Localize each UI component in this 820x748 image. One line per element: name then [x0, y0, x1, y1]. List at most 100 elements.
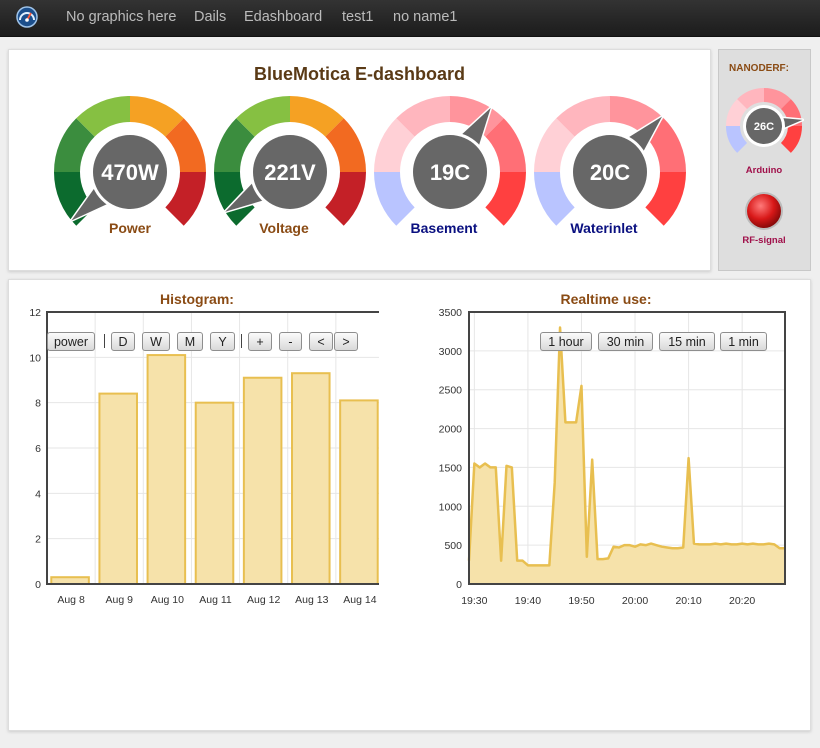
histogram-bar: [242, 376, 283, 585]
arduino-gauge: 26C: [726, 88, 805, 153]
histogram-day-button[interactable]: D: [111, 332, 135, 351]
gauge-hub: [573, 135, 647, 209]
arduino-label: Arduino: [745, 165, 783, 176]
top-navbar: No graphics here Dails Edashboard test1 …: [0, 0, 820, 37]
gauge-band: [534, 172, 575, 226]
y-tick-label: 0: [456, 579, 462, 591]
y-tick-label: 4: [35, 488, 41, 500]
gauge-band: [325, 172, 366, 226]
voltage-gauge: 221V: [214, 96, 366, 226]
x-tick-label: 20:10: [675, 595, 701, 607]
plot-frame: [468, 311, 786, 585]
gauge-band: [726, 99, 748, 126]
gauge-band: [396, 96, 450, 137]
histogram-bar: [339, 399, 379, 586]
gauge-band: [534, 118, 575, 172]
gauge-band: [764, 88, 791, 110]
histogram-bar: [50, 576, 90, 586]
realtime-30-min-button[interactable]: 30 min: [598, 332, 653, 351]
plot-area: [469, 312, 785, 584]
gauge-band: [165, 172, 206, 226]
histogram-bar: [98, 392, 138, 585]
x-tick-label: 19:30: [461, 595, 487, 607]
realtime-1-hour-button[interactable]: 1 hour: [540, 332, 592, 351]
nanoderf-title: NANODERF:: [729, 63, 789, 74]
nav-item-test1[interactable]: test1: [342, 9, 374, 25]
x-tick-label: 20:00: [622, 595, 648, 607]
gauge-value: 20C: [590, 160, 630, 185]
y-tick-label: 2500: [439, 385, 463, 397]
x-tick-label: Aug 10: [151, 594, 184, 606]
y-tick-label: 10: [29, 352, 41, 364]
y-tick-label: 3000: [439, 346, 463, 358]
rf-signal-label: RF-signal: [742, 235, 786, 246]
realtime-title: Realtime use:: [560, 291, 652, 307]
x-tick-label: Aug 12: [247, 594, 280, 606]
x-tick-label: Aug 14: [343, 594, 376, 606]
histogram-bar: [146, 354, 187, 585]
gauge-band: [165, 118, 206, 172]
x-tick-label: Aug 9: [105, 594, 133, 606]
gauge-band: [556, 96, 610, 137]
toolbar-separator: [241, 334, 242, 348]
y-tick-label: 12: [29, 307, 41, 319]
gauge-hub: [746, 108, 782, 144]
histogram-month-button[interactable]: M: [177, 332, 203, 351]
gauge-band: [290, 96, 344, 137]
y-tick-label: 1500: [439, 462, 463, 474]
dashboard-title: BlueMotica E-dashboard: [253, 64, 466, 84]
histogram-week-button[interactable]: W: [142, 332, 170, 351]
nav-item-dails[interactable]: Dails: [194, 9, 227, 25]
nav-item-no-name1[interactable]: no name1: [393, 9, 458, 25]
x-tick-label: 20:20: [729, 595, 755, 607]
nav-item-edashboard[interactable]: Edashboard: [244, 9, 323, 25]
histogram-year-button[interactable]: Y: [210, 332, 235, 351]
voltage-gauge-label: Voltage: [259, 220, 309, 236]
histogram-chart: 0 2 4 6 8 10 12 Aug 8 Aug 9 Aug 10 Aug 11 Aug 12 Aug…: [29, 307, 379, 606]
x-tick-label: Aug 11: [199, 594, 232, 606]
gauge-value: 470W: [101, 160, 159, 185]
gauge-band: [645, 172, 686, 226]
histogram-power-button[interactable]: power: [47, 332, 95, 351]
histogram-next-button[interactable]: >: [334, 332, 358, 351]
basement-gauge-label: Basement: [410, 220, 478, 236]
plot-frame: [46, 311, 379, 585]
y-tick-label: 500: [444, 540, 462, 552]
gauge-hub: [253, 135, 327, 209]
y-tick-label: 1000: [439, 501, 463, 513]
gauge-band: [76, 96, 130, 137]
gauge-panel: BlueMotica E-dashboard 470W 221V 19C 20C…: [8, 49, 711, 271]
histogram-zoom-out-button[interactable]: -: [279, 332, 302, 351]
nav-item-no-graphics[interactable]: No graphics here: [66, 9, 177, 25]
gauge-band: [236, 96, 290, 137]
x-tick-label: Aug 8: [57, 594, 85, 606]
realtime-line: [467, 326, 785, 567]
x-tick-label: Aug 13: [295, 594, 328, 606]
gauge-band: [780, 126, 802, 153]
y-tick-label: 6: [35, 443, 41, 455]
rf-signal-led-icon: [745, 192, 783, 230]
y-tick-label: 8: [35, 398, 41, 410]
charts-panel: Histogram: 0 2 4 6 8 10 12 Aug 8 Aug 9 Aug 10 Aug …: [8, 279, 811, 731]
gauge-hub: [413, 135, 487, 209]
gauge-value: 221V: [264, 160, 316, 185]
gauge-band: [130, 96, 184, 137]
toolbar-separator: [104, 334, 105, 348]
y-tick-label: 2000: [439, 424, 463, 436]
histogram-zoom-in-button[interactable]: +: [248, 332, 272, 351]
realtime-1-min-button[interactable]: 1 min: [720, 332, 767, 351]
x-tick-label: 19:50: [568, 595, 594, 607]
basement-gauge: 19C: [374, 96, 526, 226]
y-tick-label: 3500: [439, 307, 463, 319]
y-tick-label: 0: [35, 579, 41, 591]
gauge-band: [214, 172, 255, 226]
gauge-band: [485, 118, 526, 172]
power-gauge-label: Power: [108, 220, 151, 236]
histogram-previous-button[interactable]: <: [309, 332, 333, 351]
histogram-title: Histogram:: [160, 291, 234, 307]
dashboard-gauge-icon[interactable]: [16, 6, 38, 28]
gauge-value: 26C: [754, 121, 774, 133]
gauge-band: [374, 118, 415, 172]
gauge-value: 19C: [430, 160, 470, 185]
realtime-15-min-button[interactable]: 15 min: [659, 332, 715, 351]
